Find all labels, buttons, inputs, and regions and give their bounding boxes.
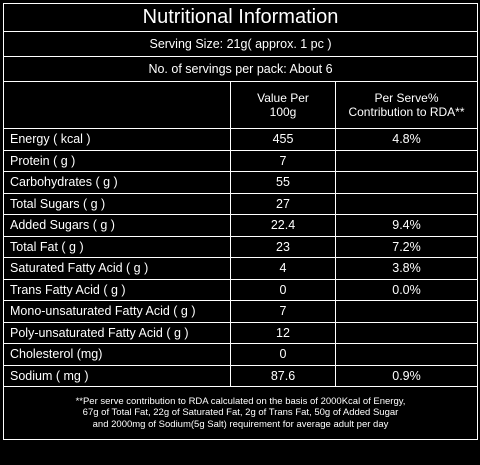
nutrient-name: Carbohydrates ( g ) <box>3 171 231 194</box>
servings-per-pack: No. of servings per pack: About 6 <box>2 56 479 82</box>
value-per-100g: 23 <box>230 235 336 258</box>
rda-percent <box>334 149 479 172</box>
footnote-row: **Per serve contribution to RDA calculat… <box>2 386 479 440</box>
rda-percent <box>334 343 479 366</box>
serving-row: Serving Size: 21g( approx. 1 pc ) <box>2 31 479 57</box>
rda-percent: 3.8% <box>334 257 479 280</box>
nutrient-row: Added Sugars ( g ) 22.4 9.4% <box>3 214 479 237</box>
rda-percent <box>334 321 479 344</box>
nutrient-row: Energy ( kcal ) 455 4.8% <box>3 128 479 151</box>
nutrient-name: Total Fat ( g ) <box>3 235 231 258</box>
servings-row: No. of servings per pack: About 6 <box>2 56 479 82</box>
rda-percent: 0.0% <box>334 278 479 301</box>
footnote: **Per serve contribution to RDA calculat… <box>2 386 479 440</box>
value-per-100g: 7 <box>230 300 336 323</box>
nutrient-name: Total Sugars ( g ) <box>3 192 231 215</box>
value-per-100g: 0 <box>230 343 336 366</box>
value-per-100g: 22.4 <box>230 214 336 237</box>
nutrient-row: Carbohydrates ( g ) 55 <box>3 171 479 194</box>
table-body: Nutritional Information Serving Size: 21… <box>2 3 479 440</box>
nutrient-name: Added Sugars ( g ) <box>3 214 231 237</box>
nutrient-name: Energy ( kcal ) <box>3 128 231 151</box>
value-per-100g: 55 <box>230 171 336 194</box>
value-per-100g: 4 <box>230 257 336 280</box>
nutrition-table: Nutritional Information Serving Size: 21… <box>2 3 479 440</box>
nutrient-row: Cholesterol (mg) 0 <box>3 343 479 366</box>
value-per-100g: 7 <box>230 149 336 172</box>
nutrient-row: Protein ( g ) 7 <box>3 149 479 172</box>
nutrient-name: Poly-unsaturated Fatty Acid ( g ) <box>3 321 231 344</box>
serving-size: Serving Size: 21g( approx. 1 pc ) <box>2 31 479 57</box>
nutrient-row: Poly-unsaturated Fatty Acid ( g ) 12 <box>3 321 479 344</box>
nutrient-row: Total Sugars ( g ) 27 <box>3 192 479 215</box>
value-per-100g: 12 <box>230 321 336 344</box>
title-row: Nutritional Information <box>2 3 479 32</box>
nutrient-row: Mono-unsaturated Fatty Acid ( g ) 7 <box>3 300 479 323</box>
nutrient-name: Saturated Fatty Acid ( g ) <box>3 257 231 280</box>
rda-percent: 7.2% <box>334 235 479 258</box>
rda-percent: 9.4% <box>334 214 479 237</box>
value-per-100g: 87.6 <box>230 364 336 387</box>
nutrient-row: Total Fat ( g ) 23 7.2% <box>3 235 479 258</box>
value-per-100g: 0 <box>230 278 336 301</box>
rda-percent: 0.9% <box>334 364 479 387</box>
rda-percent <box>334 171 479 194</box>
value-per-100g: 455 <box>230 128 336 151</box>
nutrient-name: Protein ( g ) <box>3 149 231 172</box>
header-empty <box>3 81 231 129</box>
nutrient-row: Saturated Fatty Acid ( g ) 4 3.8% <box>3 257 479 280</box>
rda-percent: 4.8% <box>334 128 479 151</box>
header-cell: Per Serve% Contribution to RDA** <box>334 81 479 129</box>
nutrient-row: Sodium ( mg ) 87.6 0.9% <box>3 364 479 387</box>
nutrient-row: Trans Fatty Acid ( g ) 0 0.0% <box>3 278 479 301</box>
value-per-100g: 27 <box>230 192 336 215</box>
nutrient-name: Trans Fatty Acid ( g ) <box>3 278 231 301</box>
rda-percent <box>334 192 479 215</box>
nutrient-name: Sodium ( mg ) <box>3 364 231 387</box>
nutrient-name: Mono-unsaturated Fatty Acid ( g ) <box>3 300 231 323</box>
header-cell: Value Per 100g <box>230 81 336 129</box>
title: Nutritional Information <box>2 3 479 32</box>
header-row: Value Per 100g Per Serve% Contribution t… <box>3 81 479 129</box>
rda-percent <box>334 300 479 323</box>
nutrient-name: Cholesterol (mg) <box>3 343 231 366</box>
